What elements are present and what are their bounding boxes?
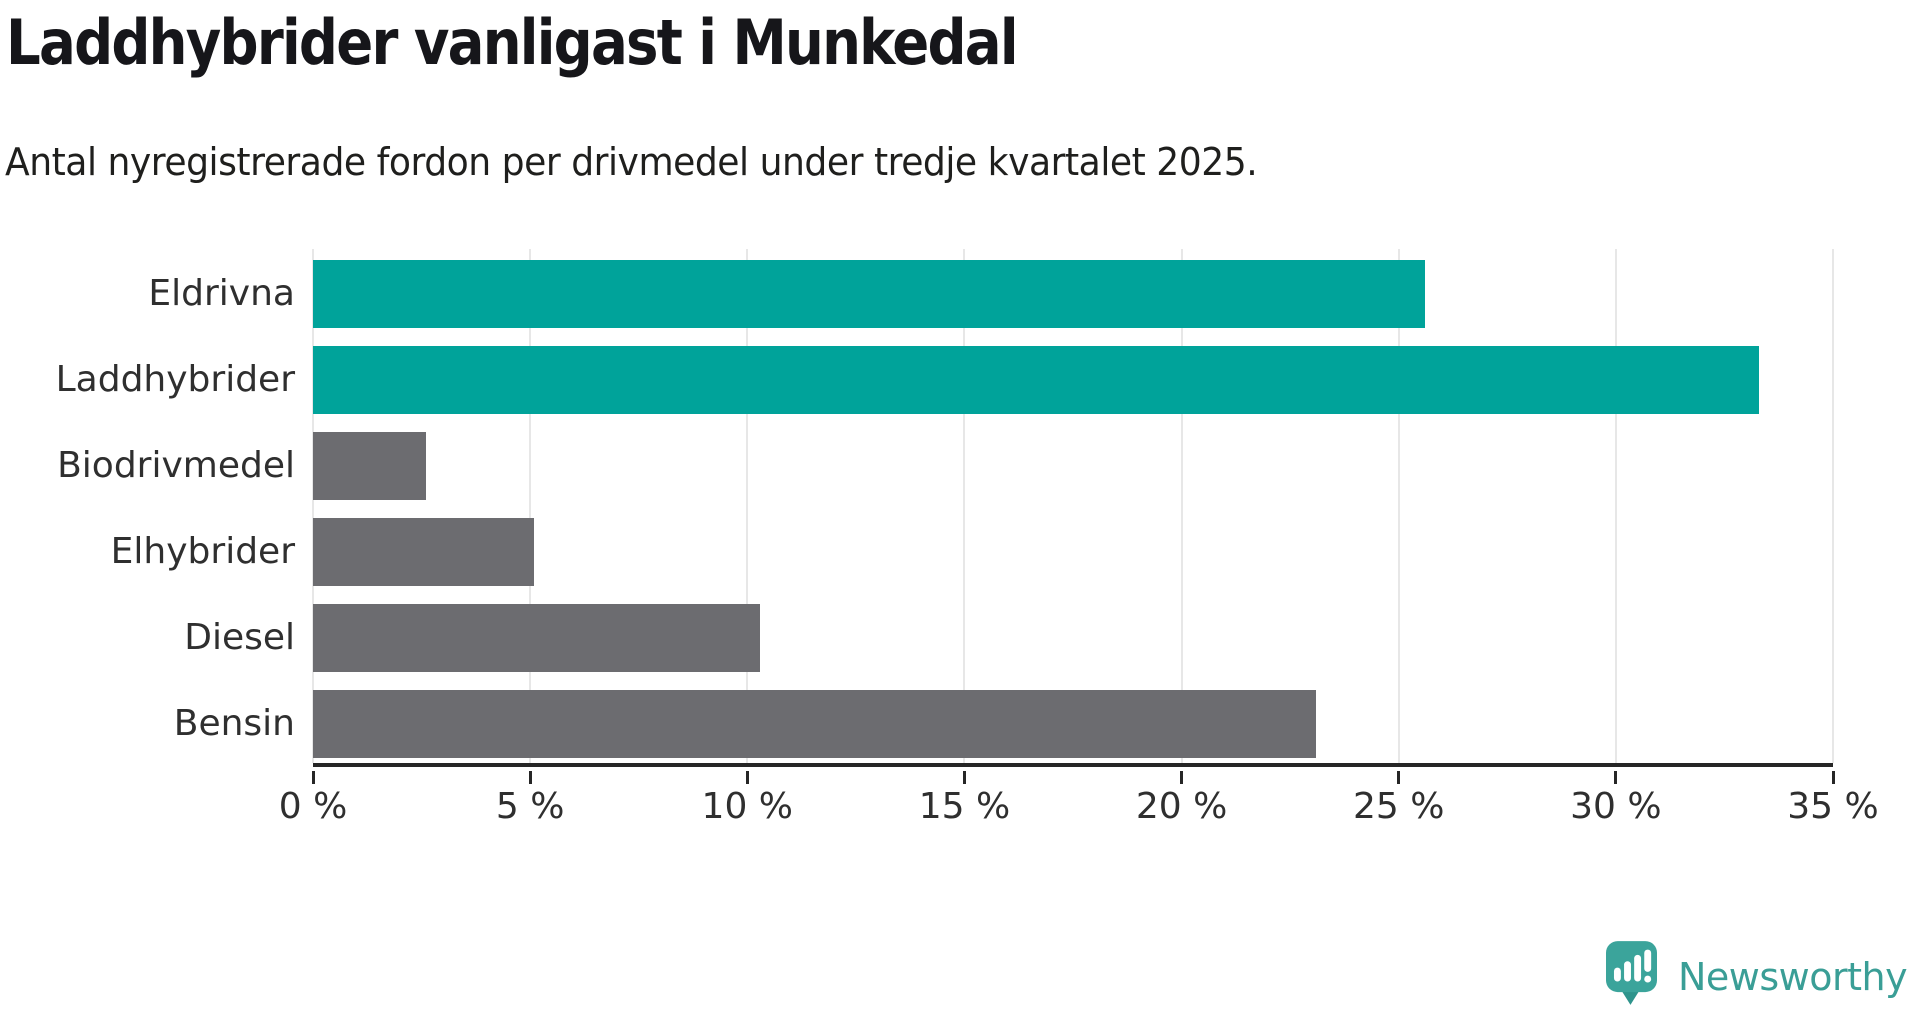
x-axis-tick: [1614, 771, 1618, 784]
newsworthy-logo: Newsworthy: [1606, 941, 1908, 1007]
x-axis-tick: [745, 771, 749, 784]
x-tick-label: 30 %: [1570, 786, 1662, 827]
y-label-bensin: Bensin: [173, 703, 295, 744]
x-tick-label: 5 %: [495, 786, 565, 827]
y-label-elhybrider: Elhybrider: [110, 531, 295, 572]
x-axis-tick: [528, 771, 532, 784]
x-axis-tick: [1831, 771, 1835, 784]
bar-diesel: [313, 604, 761, 672]
y-label-diesel: Diesel: [184, 617, 295, 658]
gridline: [1614, 249, 1617, 763]
gridline: [963, 249, 966, 763]
x-tick-label: 10 %: [701, 786, 794, 827]
gridline: [529, 249, 532, 763]
bar-biodrivmedel: [313, 432, 426, 500]
gridline: [1180, 249, 1183, 763]
bar-bensin: [313, 690, 1317, 758]
x-tick-label: 15 %: [918, 786, 1011, 827]
newsworthy-speech-bubble-chart-icon: [1606, 941, 1657, 1005]
x-tick-label: 20 %: [1135, 786, 1228, 827]
bar-eldrivna: [313, 260, 1425, 328]
bar-chart-plot-area: [312, 249, 1834, 767]
y-label-biodrivmedel: Biodrivmedel: [57, 445, 295, 486]
x-tick-label: 25 %: [1352, 786, 1445, 827]
gridline: [1397, 249, 1400, 763]
gridline: [746, 249, 749, 763]
x-tick-label: 0 %: [278, 786, 348, 827]
chart-title: Laddhybrider vanligast i Munkedal: [6, 6, 1019, 79]
y-label-eldrivna: Eldrivna: [148, 273, 295, 314]
bar-elhybrider: [313, 518, 535, 586]
x-axis-tick: [962, 771, 966, 784]
newsworthy-logo-text: Newsworthy: [1678, 955, 1908, 999]
bar-laddhybrider: [313, 346, 1760, 414]
y-label-laddhybrider: Laddhybrider: [55, 359, 295, 400]
y-axis-labels: Eldrivna Laddhybrider Biodrivmedel Elhybrid…: [0, 249, 295, 767]
x-axis-tick: [1397, 771, 1401, 784]
gridline: [1832, 249, 1834, 763]
chart-subtitle: Antal nyregistrerade fordon per drivmede…: [5, 140, 1258, 184]
x-axis-tick: [1180, 771, 1184, 784]
gridline: [312, 249, 314, 763]
x-axis-tick: [311, 771, 315, 784]
x-tick-label: 35 %: [1787, 786, 1879, 827]
